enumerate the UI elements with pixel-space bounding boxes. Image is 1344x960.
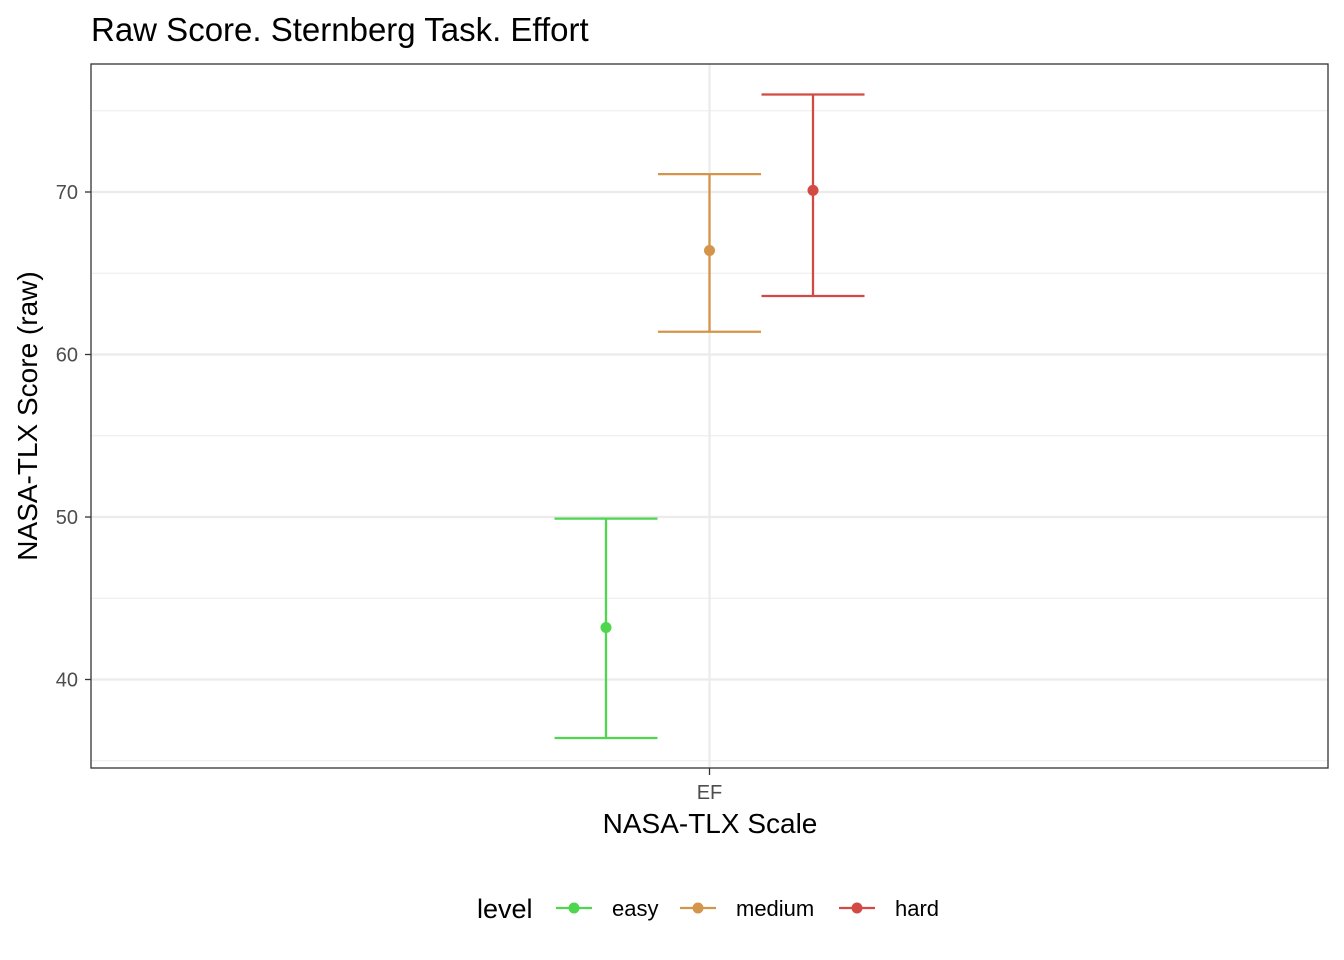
- x-axis-title: NASA-TLX Scale: [603, 808, 818, 839]
- errorbar-medium: [658, 172, 761, 333]
- y-tick-label: 40: [56, 670, 78, 692]
- errorbar-easy: [554, 517, 658, 740]
- errorbar-hard: [761, 93, 865, 298]
- y-tick-label: 70: [56, 182, 78, 204]
- axes: 40 50 60 70 EF: [56, 63, 1329, 804]
- legend-label: hard: [895, 896, 939, 921]
- plot-marks: [554, 93, 865, 740]
- y-tick-label: 60: [56, 345, 78, 367]
- legend-label: easy: [612, 896, 658, 921]
- y-tick-label: 50: [56, 507, 78, 529]
- legend-key-point: [851, 902, 863, 914]
- mean-point: [704, 245, 715, 256]
- mean-point: [600, 622, 612, 633]
- plot-panel: [91, 64, 1328, 768]
- legend: level easy medium hard: [477, 894, 939, 924]
- legend-key-point: [568, 902, 580, 914]
- legend-title: level: [477, 894, 533, 924]
- legend-label: medium: [736, 896, 814, 921]
- legend-item-medium: medium: [680, 896, 814, 921]
- chart-title: Raw Score. Sternberg Task. Effort: [91, 11, 589, 48]
- mean-point: [807, 184, 819, 196]
- x-tick-label: EF: [697, 782, 723, 804]
- legend-key-point: [692, 902, 704, 914]
- y-axis-title: NASA-TLX Score (raw): [12, 271, 43, 560]
- legend-item-easy: easy: [556, 896, 658, 921]
- legend-item-hard: hard: [839, 896, 939, 921]
